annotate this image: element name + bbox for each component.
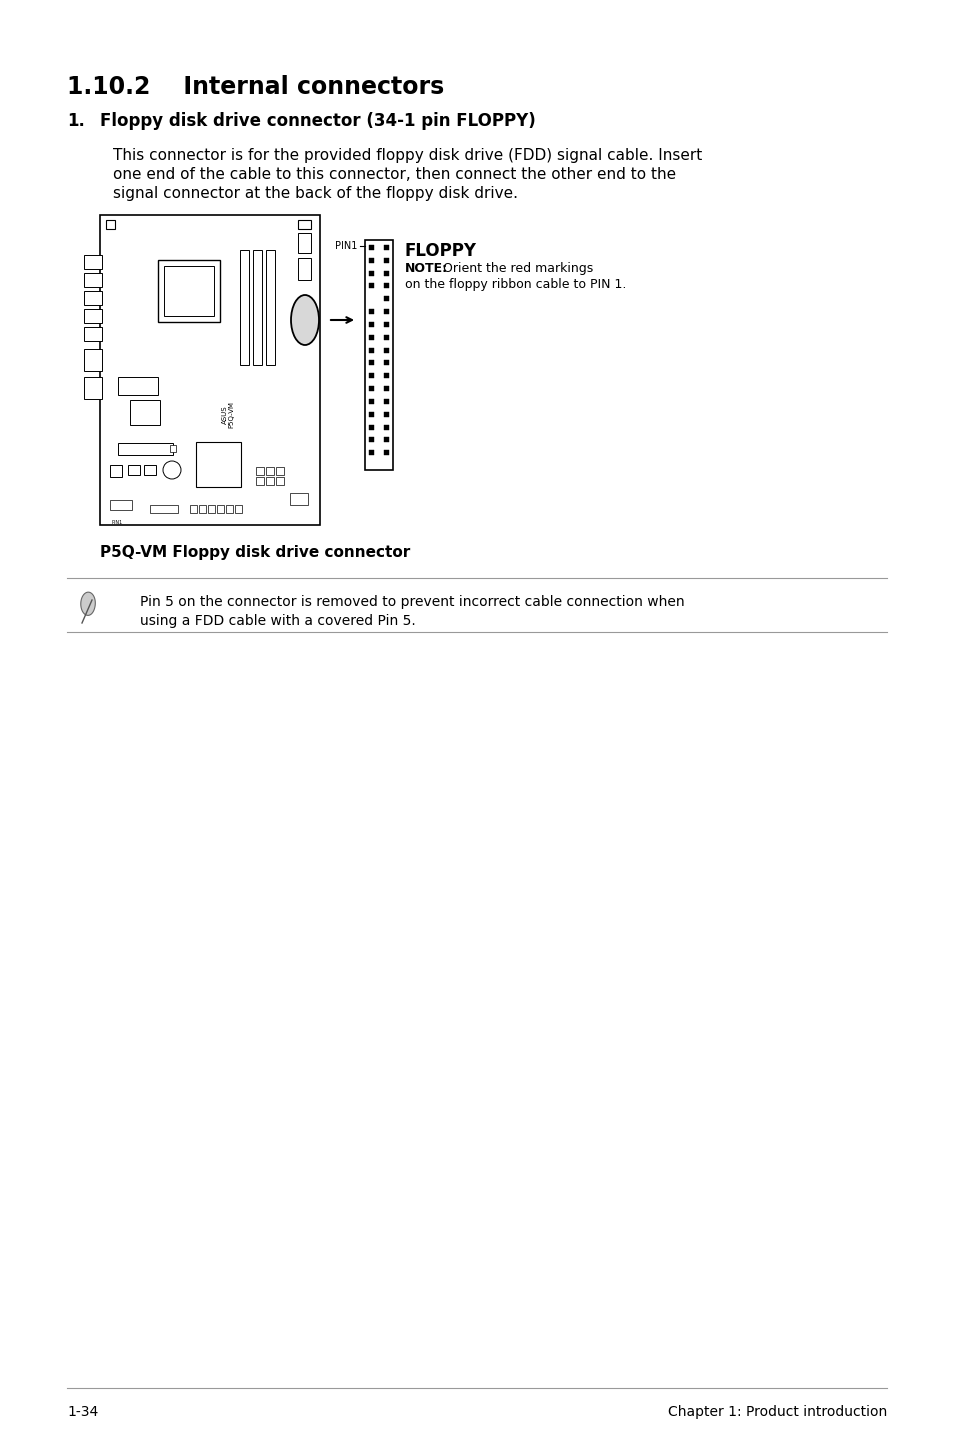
Bar (84, 255, 102, 269)
Text: P5Q-VM Floppy disk drive connector: P5Q-VM Floppy disk drive connector (100, 545, 410, 559)
Bar (384, 385, 389, 391)
Bar (164, 266, 213, 316)
Bar (170, 444, 175, 452)
Ellipse shape (163, 462, 181, 479)
Bar (144, 464, 156, 475)
Bar (384, 374, 389, 378)
Bar (384, 335, 389, 339)
Bar (369, 270, 374, 276)
Bar (365, 240, 393, 470)
Bar (84, 326, 102, 341)
Bar (369, 257, 374, 263)
Text: Floppy disk drive connector (34-1 pin FLOPPY): Floppy disk drive connector (34-1 pin FL… (100, 112, 536, 129)
Bar (190, 505, 196, 513)
Bar (234, 505, 242, 513)
Text: Pin 5 on the connector is removed to prevent incorrect cable connection when: Pin 5 on the connector is removed to pre… (140, 595, 684, 610)
Bar (110, 500, 132, 510)
Bar (384, 244, 389, 250)
Bar (216, 505, 224, 513)
Bar (384, 398, 389, 404)
Text: This connector is for the provided floppy disk drive (FDD) signal cable. Insert: This connector is for the provided flopp… (112, 148, 701, 162)
Bar (118, 443, 172, 454)
Bar (369, 374, 374, 378)
Bar (266, 477, 274, 485)
Bar (84, 349, 102, 371)
Bar (384, 348, 389, 352)
Bar (266, 250, 274, 365)
Bar (110, 464, 122, 477)
Bar (369, 244, 374, 250)
Bar (369, 348, 374, 352)
Ellipse shape (291, 295, 318, 345)
Bar (369, 283, 374, 289)
Bar (369, 385, 374, 391)
Bar (255, 467, 264, 475)
Bar (100, 216, 319, 525)
Bar (128, 464, 140, 475)
Bar (275, 477, 284, 485)
Text: 1.: 1. (67, 112, 85, 129)
Bar (130, 400, 160, 426)
Polygon shape (81, 592, 95, 615)
Bar (384, 450, 389, 456)
Bar (384, 322, 389, 326)
Bar (369, 398, 374, 404)
Bar (369, 361, 374, 365)
Text: FLOPPY: FLOPPY (405, 242, 476, 260)
Bar (297, 233, 311, 253)
Text: Orient the red markings: Orient the red markings (442, 262, 593, 275)
Bar (266, 467, 274, 475)
Bar (384, 283, 389, 289)
Text: using a FDD cable with a covered Pin 5.: using a FDD cable with a covered Pin 5. (140, 614, 416, 628)
Bar (255, 477, 264, 485)
Bar (84, 273, 102, 288)
Bar (384, 424, 389, 430)
Text: 1.10.2    Internal connectors: 1.10.2 Internal connectors (67, 75, 444, 99)
Text: PIN1: PIN1 (112, 521, 123, 525)
Bar (195, 441, 241, 487)
Bar (369, 424, 374, 430)
Bar (118, 377, 158, 395)
Bar (384, 270, 389, 276)
Bar (150, 505, 178, 513)
Bar (369, 450, 374, 456)
Bar (369, 309, 374, 313)
Bar (158, 260, 220, 322)
Bar (369, 411, 374, 417)
Bar (369, 437, 374, 443)
Bar (199, 505, 206, 513)
Bar (84, 309, 102, 324)
Bar (384, 361, 389, 365)
Text: one end of the cable to this connector, then connect the other end to the: one end of the cable to this connector, … (112, 167, 676, 183)
Bar (384, 437, 389, 443)
Text: on the floppy ribbon cable to PIN 1.: on the floppy ribbon cable to PIN 1. (405, 278, 626, 290)
Text: PIN1: PIN1 (335, 242, 357, 252)
Bar (369, 335, 374, 339)
Bar (290, 493, 308, 505)
Bar (84, 377, 102, 398)
Bar (369, 322, 374, 326)
Bar (297, 220, 311, 229)
Bar (384, 296, 389, 302)
Bar (106, 220, 115, 229)
Bar (84, 290, 102, 305)
Bar (253, 250, 262, 365)
Bar (384, 309, 389, 313)
Text: 1-34: 1-34 (67, 1405, 98, 1419)
Text: ASUS
P5Q-VM: ASUS P5Q-VM (221, 401, 234, 429)
Text: Chapter 1: Product introduction: Chapter 1: Product introduction (667, 1405, 886, 1419)
Bar (208, 505, 214, 513)
Bar (384, 411, 389, 417)
Bar (226, 505, 233, 513)
Text: NOTE:: NOTE: (405, 262, 448, 275)
Bar (275, 467, 284, 475)
Bar (384, 257, 389, 263)
Text: signal connector at the back of the floppy disk drive.: signal connector at the back of the flop… (112, 186, 517, 201)
Bar (240, 250, 249, 365)
Bar (297, 257, 311, 280)
